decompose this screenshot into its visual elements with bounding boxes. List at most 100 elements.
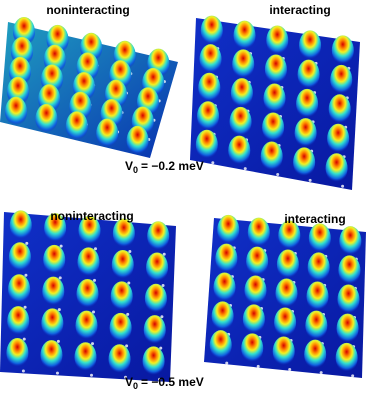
surface-peak — [246, 246, 269, 277]
surface-peak — [327, 123, 350, 154]
surface-peak — [294, 118, 317, 149]
surface-peak — [263, 83, 286, 114]
potential-label: V0 = −0.2 meV — [125, 159, 204, 175]
surface-peak — [299, 30, 322, 61]
surface-highlight — [351, 374, 355, 378]
surface-highlight — [288, 368, 292, 371]
subscript: 0 — [133, 165, 138, 175]
surface-peak — [328, 94, 351, 125]
surface-peak — [325, 153, 348, 184]
surface-peak — [8, 242, 31, 273]
surface-peak — [230, 78, 253, 109]
surface-peak — [8, 274, 31, 305]
surface-peak — [96, 118, 119, 149]
surface-peak — [215, 243, 238, 274]
potential-label: V0 = −0.5 meV — [125, 375, 204, 391]
surface-peak — [337, 284, 360, 315]
surface-highlight — [59, 244, 63, 248]
surface-highlight — [94, 247, 97, 251]
surface-peak — [274, 307, 297, 338]
surface-peak — [306, 281, 329, 312]
surface-highlight — [160, 315, 164, 319]
surface-peak — [213, 272, 236, 303]
surface-peak — [241, 333, 264, 364]
surface-highlight — [58, 276, 62, 280]
panel-title: interacting — [284, 212, 345, 226]
surface-highlight — [20, 128, 24, 132]
surface-peak — [78, 215, 101, 246]
surface-highlight — [56, 339, 60, 343]
surface-peak — [338, 255, 361, 286]
surface-highlight — [341, 184, 345, 188]
surface-highlight — [125, 344, 129, 348]
surface-peak — [146, 252, 169, 283]
surface-peak — [308, 223, 331, 254]
panel-title: noninteracting — [50, 209, 133, 223]
panel-title: interacting — [269, 3, 330, 17]
surface-highlight — [55, 371, 59, 375]
surface-highlight — [25, 241, 29, 245]
surface-peak — [232, 49, 255, 80]
surface-highlight — [127, 281, 131, 285]
surface-highlight — [91, 342, 94, 346]
surface-peak — [262, 112, 285, 143]
surface-peak — [195, 129, 218, 160]
surface-highlight — [90, 373, 93, 377]
surface-peak — [242, 304, 265, 335]
surface-highlight — [161, 284, 165, 288]
surface-peak — [211, 301, 234, 332]
surface-peak — [339, 226, 362, 257]
surface-peak — [228, 135, 251, 166]
surface-peak — [6, 338, 29, 369]
surface-highlight — [81, 142, 85, 146]
surface-peak — [260, 141, 283, 172]
label-text: = −0.2 meV — [141, 159, 204, 173]
surface-peak — [275, 278, 298, 309]
surface-highlight — [211, 161, 215, 165]
surface-highlight — [276, 173, 280, 176]
surface-highlight — [308, 178, 312, 182]
surface-peak — [217, 214, 240, 245]
surface-highlight — [159, 346, 163, 350]
surface-highlight — [111, 149, 115, 153]
surface-highlight — [50, 135, 54, 139]
surface-highlight — [256, 364, 260, 368]
surface-peak — [199, 44, 222, 75]
surface-peak — [43, 244, 66, 275]
surface-peak — [331, 35, 354, 66]
surface-highlight — [93, 278, 96, 282]
surface-peak — [76, 279, 99, 309]
symbol: V — [125, 159, 133, 173]
symbol: V — [125, 375, 133, 389]
surface-peak — [77, 247, 100, 278]
surface-peak — [336, 313, 359, 344]
surface-highlight — [92, 310, 95, 314]
surface-plots — [0, 15, 366, 382]
surface-peak — [35, 103, 58, 134]
surface-peak — [44, 213, 67, 244]
surface-peak — [5, 96, 27, 127]
surface-peak — [197, 101, 220, 132]
surface-peak — [7, 306, 30, 337]
surface-peak — [42, 276, 65, 307]
surface-highlight — [243, 167, 247, 171]
surface-peak — [293, 147, 316, 178]
subscript: 0 — [133, 381, 138, 391]
surface-highlight — [142, 157, 146, 161]
surface-peak — [233, 20, 256, 51]
surface-peak — [142, 346, 165, 377]
surface-peak — [110, 281, 133, 312]
surface-peak — [143, 315, 166, 346]
surface-peak — [244, 275, 267, 306]
surface-peak — [247, 217, 270, 248]
surface-peak — [278, 220, 301, 251]
surface-peak — [112, 218, 135, 249]
surface-peak — [209, 330, 232, 361]
surface-highlight — [23, 305, 27, 309]
surface-peak — [111, 249, 134, 280]
surface-peak — [305, 310, 328, 341]
surface-peak — [74, 342, 97, 373]
surface-peak — [272, 336, 295, 367]
surface-highlight — [128, 250, 132, 254]
